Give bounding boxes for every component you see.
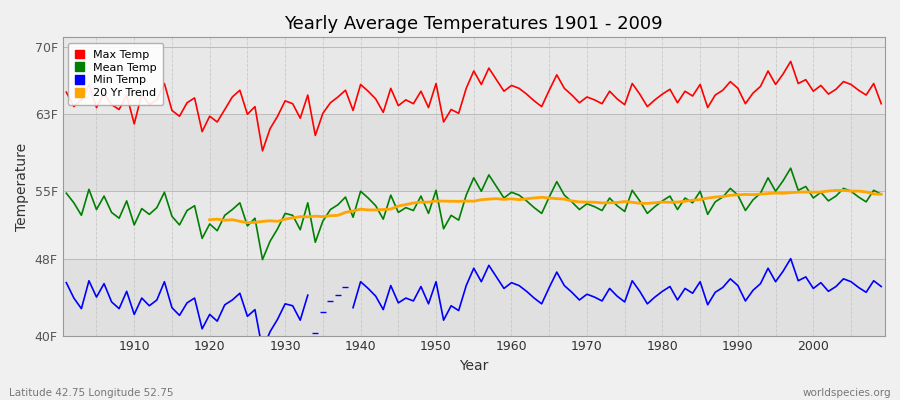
Bar <box>62 47 885 114</box>
Legend: Max Temp, Mean Temp, Min Temp, 20 Yr Trend: Max Temp, Mean Temp, Min Temp, 20 Yr Tre… <box>68 43 163 105</box>
Text: worldspecies.org: worldspecies.org <box>803 388 891 398</box>
Bar <box>62 114 885 191</box>
X-axis label: Year: Year <box>459 359 489 373</box>
Text: Latitude 42.75 Longitude 52.75: Latitude 42.75 Longitude 52.75 <box>9 388 174 398</box>
Y-axis label: Temperature: Temperature <box>15 142 29 230</box>
Title: Yearly Average Temperatures 1901 - 2009: Yearly Average Temperatures 1901 - 2009 <box>284 15 663 33</box>
Bar <box>62 259 885 336</box>
Bar <box>62 191 885 259</box>
